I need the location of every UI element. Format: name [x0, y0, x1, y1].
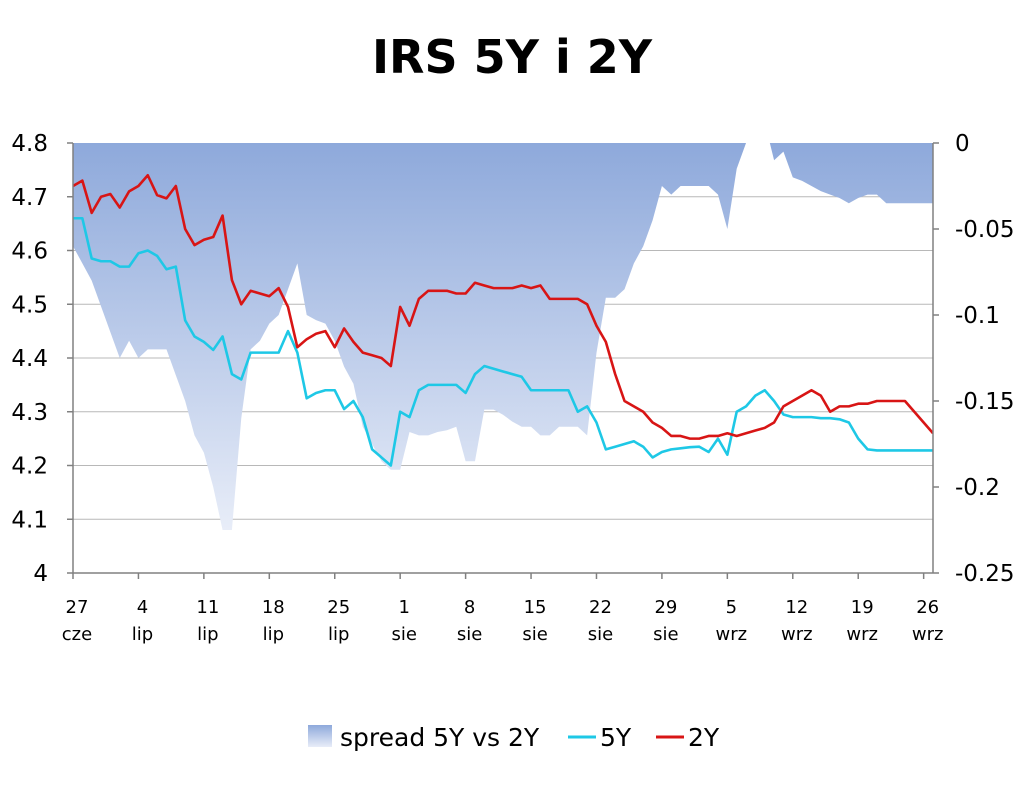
x-tick-label-day: 15	[524, 597, 547, 618]
x-tick-label-day: 27	[66, 597, 89, 618]
y-right-tick-label: -0.1	[955, 303, 1000, 329]
x-tick-label-day: 11	[196, 597, 219, 618]
x-tick-label-day: 4	[137, 597, 148, 618]
x-tick-label-month: wrz	[846, 624, 878, 645]
series-line-5y	[73, 216, 933, 467]
legend-label-5y: 5Y	[600, 723, 632, 752]
x-tick-label-month: sie	[391, 624, 416, 645]
x-tick-label-month: wrz	[912, 624, 944, 645]
x-tick-label-day: 22	[589, 597, 612, 618]
x-tick-label-day: 8	[464, 597, 475, 618]
y-left-tick-label: 4.3	[11, 400, 48, 426]
y-left-tick-label: 4.2	[11, 454, 48, 480]
x-tick-label-day: 19	[851, 597, 874, 618]
y-left-tick-label: 4	[33, 561, 48, 587]
y-left-tick-label: 4.7	[11, 185, 48, 211]
x-tick-label-day: 25	[327, 597, 350, 618]
x-tick-label-month: sie	[588, 624, 613, 645]
x-tick-label-month: lip	[328, 624, 349, 645]
x-tick-label-day: 26	[916, 597, 939, 618]
x-tick-label-month: cze	[62, 624, 92, 645]
x-tick-label-day: 12	[785, 597, 808, 618]
y-left-tick-label: 4.1	[11, 507, 48, 533]
y-right-tick-label: -0.15	[955, 389, 1015, 415]
y-right-tick-label: -0.2	[955, 475, 1000, 501]
x-tick-label-day: 1	[398, 597, 409, 618]
y-right-tick-label: 0	[955, 131, 970, 157]
x-tick-label-month: lip	[263, 624, 284, 645]
y-right-tick-label: -0.05	[955, 217, 1015, 243]
y-left-tick-label: 4.5	[11, 292, 48, 318]
legend-label-spread: spread 5Y vs 2Y	[340, 723, 540, 752]
chart-title: IRS 5Y i 2Y	[371, 30, 653, 84]
x-tick-label-day: 18	[262, 597, 285, 618]
x-tick-label-month: wrz	[781, 624, 813, 645]
x-tick-label-month: lip	[132, 624, 153, 645]
y-left-tick-label: 4.4	[11, 346, 48, 372]
y-left-tick-label: 4.8	[11, 131, 48, 157]
x-tick-label-day: 5	[726, 597, 737, 618]
legend-label-2y: 2Y	[688, 723, 720, 752]
x-tick-label-month: sie	[653, 624, 678, 645]
x-tick-label-month: sie	[457, 624, 482, 645]
x-tick-label-month: wrz	[716, 624, 748, 645]
y-left-tick-label: 4.6	[11, 239, 48, 265]
series-line-2y	[73, 173, 933, 440]
x-tick-label-month: lip	[197, 624, 218, 645]
spread-area	[73, 143, 933, 530]
y-right-tick-label: -0.25	[955, 561, 1015, 587]
legend-swatch-spread	[308, 725, 332, 747]
x-tick-label-month: sie	[522, 624, 547, 645]
x-tick-label-day: 29	[654, 597, 677, 618]
